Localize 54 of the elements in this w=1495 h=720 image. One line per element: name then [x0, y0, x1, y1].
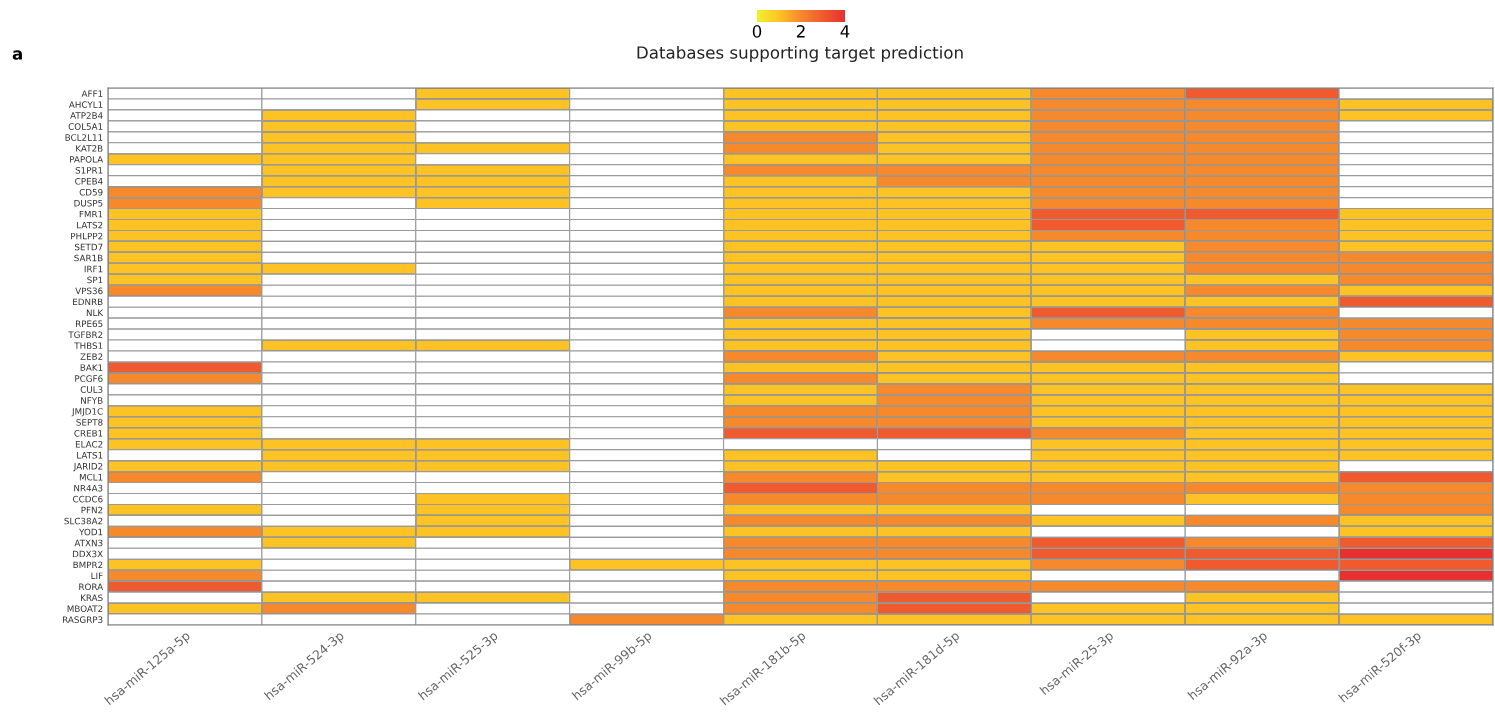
y-tick-label: NLK [86, 309, 104, 316]
color-bar-title: Databases supporting target prediction [637, 45, 963, 63]
y-tick-label: KRAS [80, 594, 103, 602]
y-tick-label: RPE65 [75, 320, 103, 328]
y-tick-label: SLC38A2 [64, 517, 103, 525]
y-tick-label: PHLPP2 [71, 232, 103, 240]
y-tick-label: AHCYL1 [68, 101, 103, 108]
y-tick-label: S1PR1 [75, 167, 103, 174]
y-tick-label: NR4A3 [74, 484, 103, 492]
y-tick-label: MCL1 [79, 473, 103, 481]
y-tick-label: LATS1 [77, 451, 103, 459]
y-tick-label: ELAC2 [75, 441, 103, 448]
y-tick-label: DDX3X [72, 550, 103, 558]
y-tick-label: THBS1 [74, 342, 103, 349]
y-tick-label: SETD7 [74, 243, 103, 251]
y-tick-label: SP1 [87, 276, 103, 284]
y-tick-label: FMR1 [79, 210, 103, 218]
text: a [12, 50, 22, 60]
y-tick-label: AFF1 [81, 90, 103, 97]
y-tick-label: BCL2L11 [65, 134, 103, 141]
y-tick-label: RORA [79, 583, 104, 591]
y-tick-label: TGFBR2 [68, 331, 103, 339]
y-tick-label: ATXN3 [74, 539, 103, 547]
y-tick-label: PCGF6 [75, 375, 103, 382]
y-tick-label: YOD1 [79, 528, 103, 536]
y-tick-label: BAK1 [80, 364, 103, 371]
y-tick-label: ZEB2 [80, 353, 103, 360]
y-tick-label: MBOAT2 [67, 605, 103, 613]
y-tick-label: BMPR2 [73, 561, 103, 569]
y-tick-label: CCDC6 [73, 495, 103, 503]
y-tick-label: NFYB [81, 397, 103, 404]
y-tick-label: COL5A1 [68, 123, 103, 130]
y-tick-label: PAPOLA [70, 156, 104, 163]
y-tick-label: JARID2 [73, 462, 103, 472]
y-tick-label: EDNRB [73, 298, 103, 306]
color-bar-label: 2 [796, 25, 805, 38]
y-tick-label: ATP2B4 [70, 112, 103, 119]
y-tick-label: RASGRP3 [63, 616, 103, 623]
y-tick-label: DUSP5 [74, 199, 103, 207]
y-tick-label: VPS36 [75, 287, 103, 295]
y-tick-label: PFN2 [81, 506, 103, 514]
y-tick-label: SAR1B [74, 254, 103, 262]
y-tick-label: LATS2 [77, 221, 103, 229]
y-tick-label: CREB1 [74, 430, 103, 437]
color-bar-label: 4 [840, 25, 850, 38]
y-tick-label: CUL3 [80, 386, 103, 393]
y-tick-label: JMJD1C [71, 408, 103, 417]
y-tick-label: IRF1 [84, 265, 103, 273]
color-bar-label: 0 [752, 25, 762, 38]
y-tick-label: CPEB4 [75, 177, 103, 185]
y-tick-label: CD59 [79, 188, 103, 196]
y-tick-label: SEPT8 [76, 419, 103, 426]
y-tick-label: LIF [91, 572, 103, 580]
y-tick-label: KAT2B [76, 145, 103, 152]
